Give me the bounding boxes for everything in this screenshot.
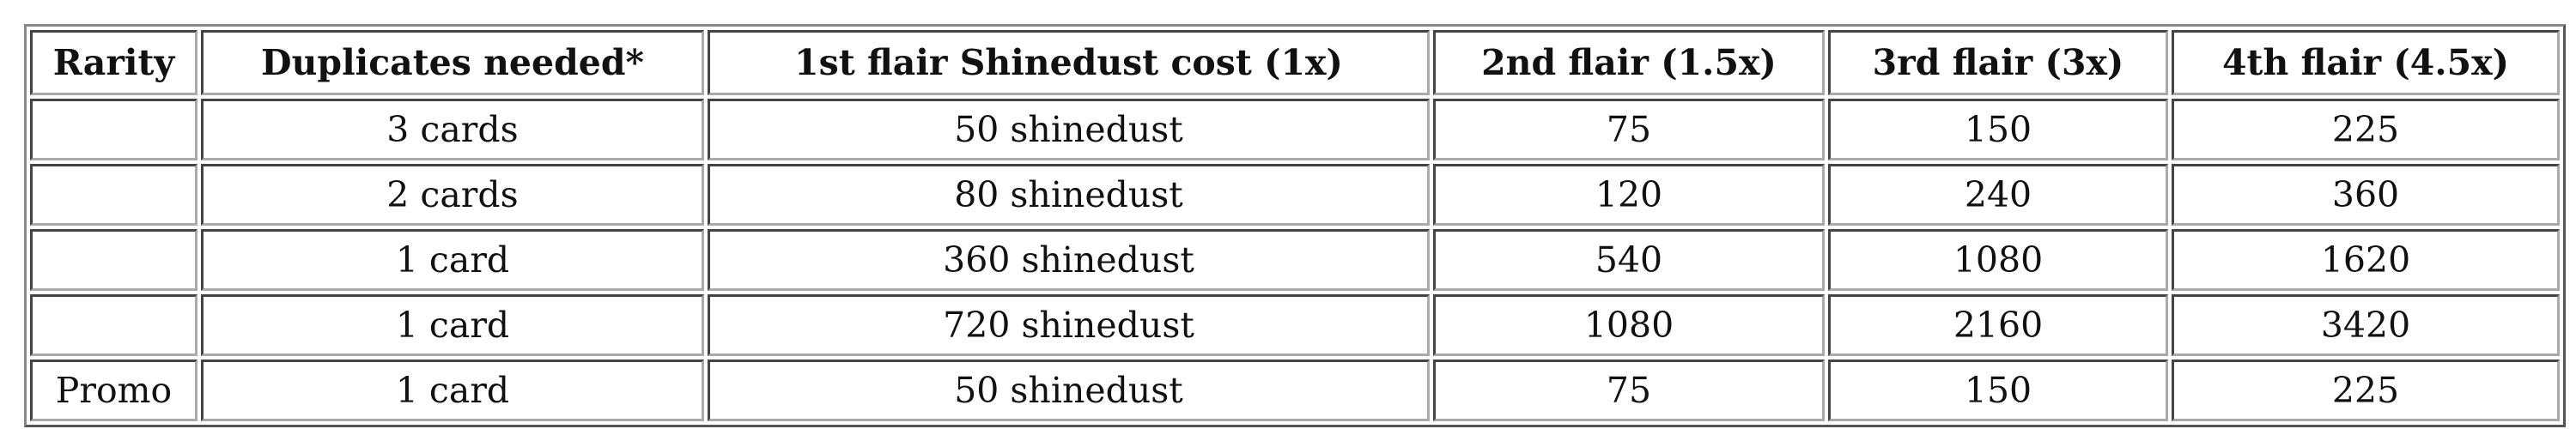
cell-1st-flair-cost: 50 shinedust [708,99,1430,160]
cell-1st-flair-cost: 720 shinedust [708,294,1430,356]
flair-cost-table: Rarity Duplicates needed* 1st flair Shin… [24,24,2566,427]
cell-3rd-flair-cost: 2160 [1828,294,2168,356]
table-row: 2 cards 80 shinedust 120 240 360 [30,164,2560,226]
cell-duplicates: 3 cards [201,99,704,160]
cell-3rd-flair-cost: 150 [1828,360,2168,421]
cell-4th-flair-cost: 360 [2172,164,2560,226]
cell-2nd-flair-cost: 75 [1433,360,1825,421]
cell-3rd-flair-cost: 1080 [1828,229,2168,291]
cell-1st-flair-cost: 360 shinedust [708,229,1430,291]
cell-2nd-flair-cost: 75 [1433,99,1825,160]
cell-rarity [30,229,197,291]
cell-4th-flair-cost: 225 [2172,99,2560,160]
cell-rarity [30,99,197,160]
table-row: 3 cards 50 shinedust 75 150 225 [30,99,2560,160]
cell-1st-flair-cost: 80 shinedust [708,164,1430,226]
cell-2nd-flair-cost: 540 [1433,229,1825,291]
header-1st-flair: 1st flair Shinedust cost (1x) [708,30,1430,95]
cell-duplicates: 1 card [201,229,704,291]
header-3rd-flair: 3rd flair (3x) [1828,30,2168,95]
cell-rarity: Promo [30,360,197,421]
header-4th-flair: 4th flair (4.5x) [2172,30,2560,95]
header-rarity: Rarity [30,30,197,95]
cell-duplicates: 2 cards [201,164,704,226]
cell-rarity [30,164,197,226]
header-2nd-flair: 2nd flair (1.5x) [1433,30,1825,95]
cell-4th-flair-cost: 3420 [2172,294,2560,356]
cell-3rd-flair-cost: 240 [1828,164,2168,226]
table-row: 1 card 720 shinedust 1080 2160 3420 [30,294,2560,356]
cell-2nd-flair-cost: 120 [1433,164,1825,226]
header-row: Rarity Duplicates needed* 1st flair Shin… [30,30,2560,95]
cell-1st-flair-cost: 50 shinedust [708,360,1430,421]
cell-4th-flair-cost: 1620 [2172,229,2560,291]
cell-2nd-flair-cost: 1080 [1433,294,1825,356]
cell-4th-flair-cost: 225 [2172,360,2560,421]
cell-3rd-flair-cost: 150 [1828,99,2168,160]
header-duplicates: Duplicates needed* [201,30,704,95]
cell-duplicates: 1 card [201,360,704,421]
cell-duplicates: 1 card [201,294,704,356]
cell-rarity [30,294,197,356]
table-row: 1 card 360 shinedust 540 1080 1620 [30,229,2560,291]
table-row: Promo 1 card 50 shinedust 75 150 225 [30,360,2560,421]
